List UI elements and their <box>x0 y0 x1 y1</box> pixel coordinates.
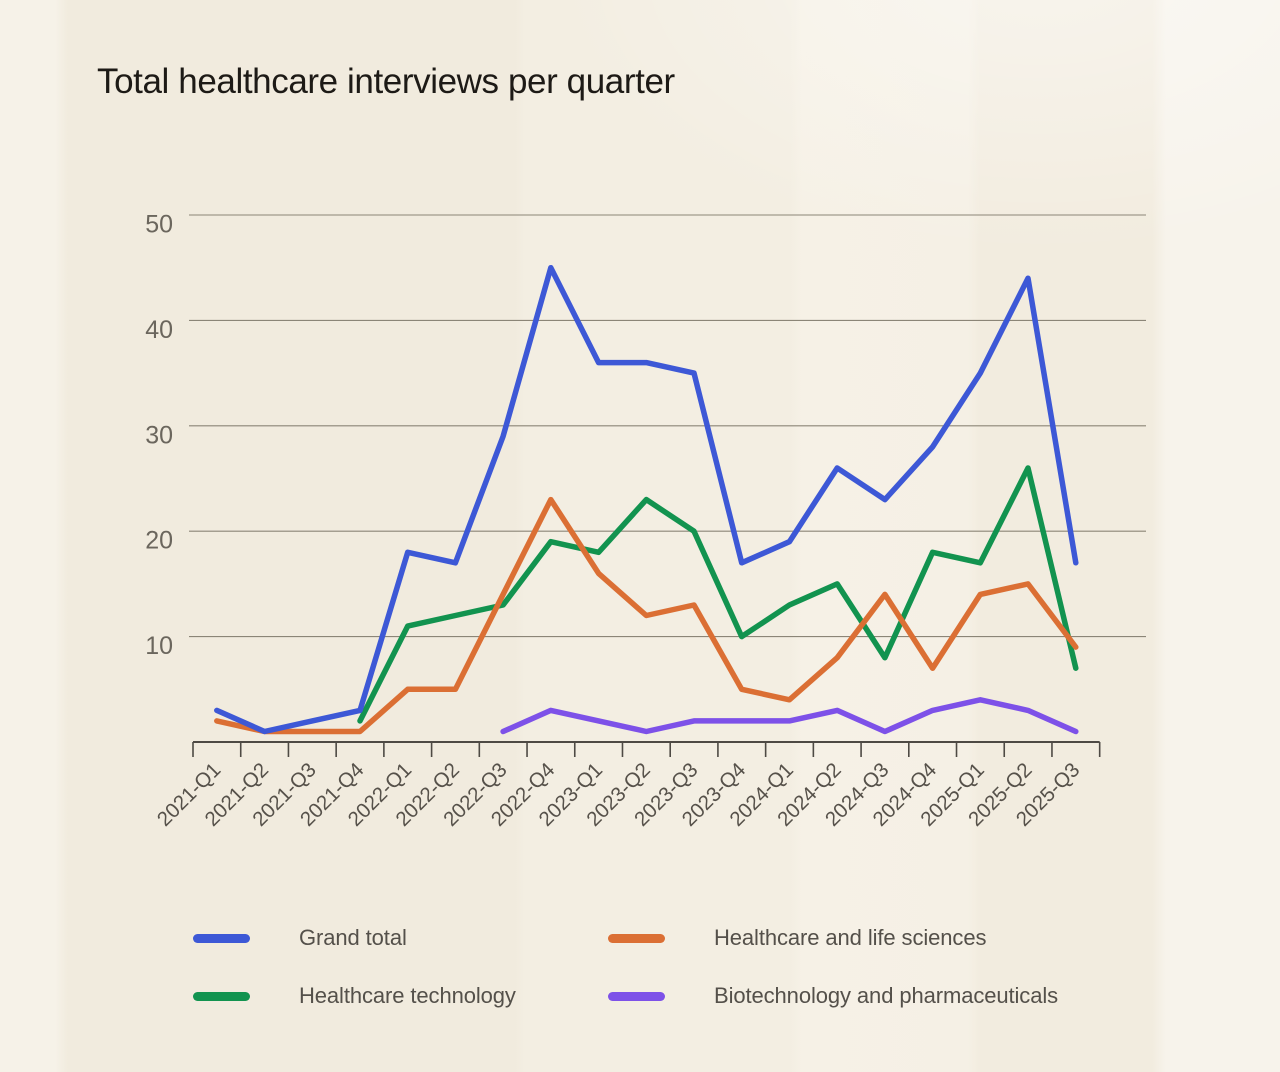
page-title: Total healthcare interviews per quarter <box>97 62 675 101</box>
series-line-biotechnology-and-pharmaceuticals <box>500 697 1079 735</box>
legend-item-healthcare-life-sciences: Healthcare and life sciences <box>608 925 1153 950</box>
legend-item-biotechnology-pharmaceuticals: Biotechnology and pharmaceuticals <box>608 983 1153 1008</box>
y-tick-label: 40 <box>145 316 173 344</box>
chart-svg: 10203040502021-Q12021-Q22021-Q32021-Q420… <box>145 211 1146 831</box>
legend-label: Healthcare and life sciences <box>714 925 987 950</box>
y-tick-label: 20 <box>145 527 173 555</box>
chart-legend: Grand total Healthcare and life sciences… <box>193 925 1153 1008</box>
y-tick-label: 50 <box>145 211 173 239</box>
y-tick-label: 30 <box>145 421 173 449</box>
legend-swatch-grand-total <box>193 933 250 943</box>
legend-swatch-healthcare-technology <box>193 991 250 1001</box>
series-line-healthcare-and-life-sciences <box>214 496 1079 735</box>
series-line-healthcare-technology <box>357 465 1079 724</box>
legend-label: Biotechnology and pharmaceuticals <box>714 983 1059 1008</box>
legend-item-grand-total: Grand total <box>193 925 608 950</box>
legend-label: Grand total <box>299 925 407 950</box>
legend-swatch-biotechnology-pharmaceuticals <box>608 991 665 1001</box>
series-line-grand-total <box>214 264 1079 735</box>
legend-label: Healthcare technology <box>299 983 516 1008</box>
legend-swatch-healthcare-life-sciences <box>608 933 665 943</box>
y-tick-label: 10 <box>145 632 173 660</box>
legend-item-healthcare-technology: Healthcare technology <box>193 983 608 1008</box>
